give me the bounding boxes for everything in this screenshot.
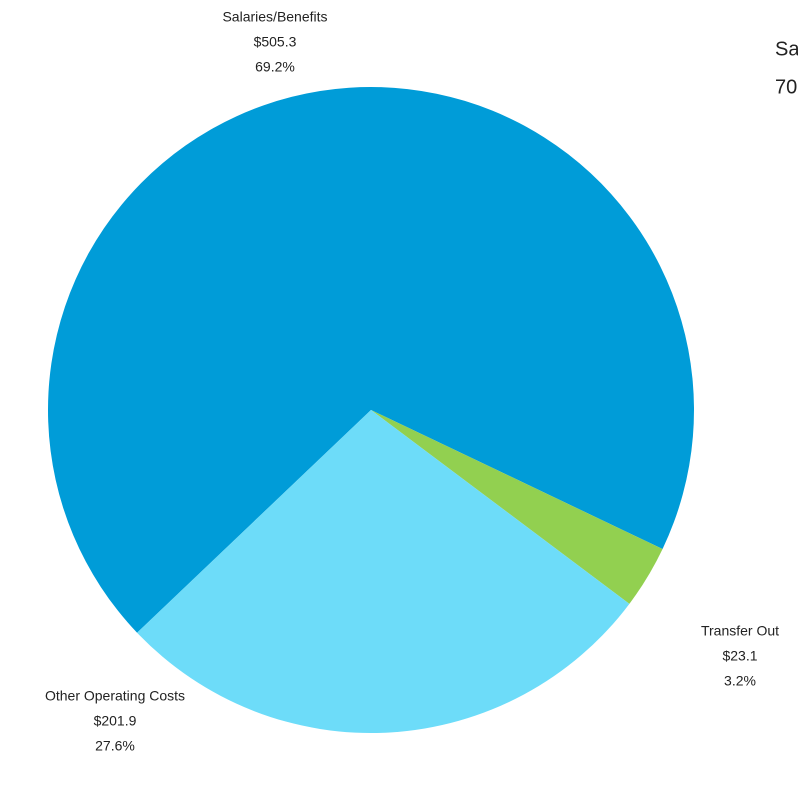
percent-label: 3.2% <box>724 673 756 689</box>
slice-label: Other Operating Costs <box>45 688 185 704</box>
pie-slice <box>137 410 630 733</box>
value-label: $201.9 <box>94 713 137 729</box>
percent-label: 69.2% <box>255 59 295 75</box>
percent-label: 27.6% <box>95 738 135 754</box>
value-label: $23.1 <box>722 648 757 664</box>
pie-slice <box>48 87 695 633</box>
pie-slice <box>371 410 663 604</box>
value-label: $505.3 <box>254 34 297 50</box>
slice-label: Salaries/Benefits <box>222 9 327 25</box>
annotation: 70 <box>775 76 797 98</box>
annotation: Sa <box>775 38 798 60</box>
slice-label: Transfer Out <box>701 623 779 639</box>
